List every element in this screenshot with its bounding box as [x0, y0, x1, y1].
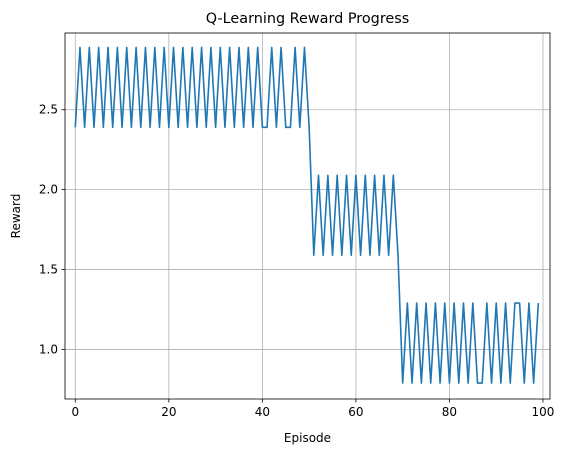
y-axis-label: Reward: [9, 194, 23, 239]
x-tick-label: 0: [71, 405, 79, 419]
x-axis-label: Episode: [284, 431, 331, 445]
axes-frame: [64, 32, 551, 400]
y-tick-label: 1.5: [39, 263, 58, 277]
chart-title: Q-Learning Reward Progress: [206, 11, 410, 27]
x-tick-label: 20: [161, 405, 176, 419]
x-axis-ticks: 0 20 40 60 80 100: [71, 399, 554, 419]
reward-series-line: [74, 46, 540, 384]
y-tick-label: 2.0: [39, 183, 58, 197]
x-tick-label: 40: [255, 405, 270, 419]
x-tick-label: 80: [442, 405, 457, 419]
grid-layer: [65, 33, 550, 399]
y-tick-label: 1.0: [39, 342, 58, 356]
x-tick-label: 60: [348, 405, 363, 419]
y-axis-ticks: 1.0 1.5 2.0 2.5: [39, 103, 65, 356]
series-layer: [74, 46, 540, 384]
x-tick-label: 100: [532, 405, 555, 419]
y-tick-label: 2.5: [39, 103, 58, 117]
